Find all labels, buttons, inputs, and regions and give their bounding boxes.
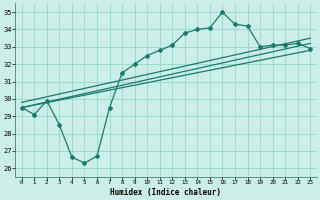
- X-axis label: Humidex (Indice chaleur): Humidex (Indice chaleur): [110, 188, 221, 197]
